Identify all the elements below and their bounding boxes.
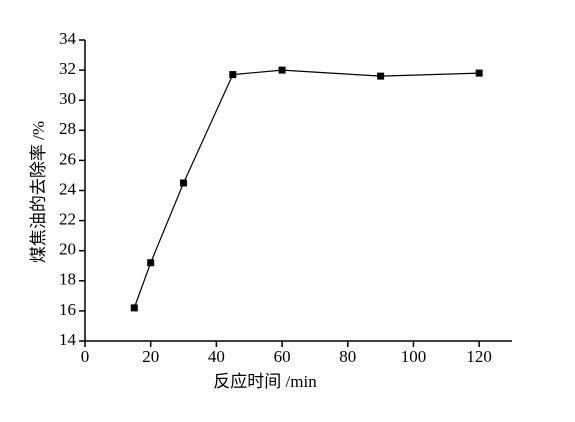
y-tick-label: 26 [59,149,76,168]
y-tick-label: 24 [59,179,77,198]
x-tick-label: 60 [274,347,291,366]
x-tick-label: 80 [339,347,356,366]
y-tick-label: 18 [59,270,76,289]
y-tick-label: 28 [59,119,76,138]
x-tick-label: 100 [401,347,427,366]
data-point [147,259,155,267]
data-point [377,72,385,80]
y-tick-label: 20 [59,240,76,259]
x-tick-label: 40 [208,347,225,366]
y-tick-label: 16 [59,300,76,319]
data-point [475,69,483,77]
x-axis-label: 反应时间 /min [213,372,317,391]
data-point [278,66,286,74]
y-axis-label: 煤焦油的去除率 /% [29,121,48,263]
data-point [229,71,237,79]
x-tick-label: 20 [142,347,159,366]
y-tick-label: 22 [59,210,76,229]
y-tick-label: 32 [59,59,76,78]
y-tick-label: 14 [59,330,77,349]
data-point [130,304,138,312]
x-tick-label: 120 [466,347,492,366]
y-tick-label: 30 [59,89,76,108]
y-tick-label: 34 [59,29,77,48]
data-point [180,179,188,187]
data-line [133,69,480,309]
x-tick-label: 0 [81,347,90,366]
axes [84,40,512,342]
